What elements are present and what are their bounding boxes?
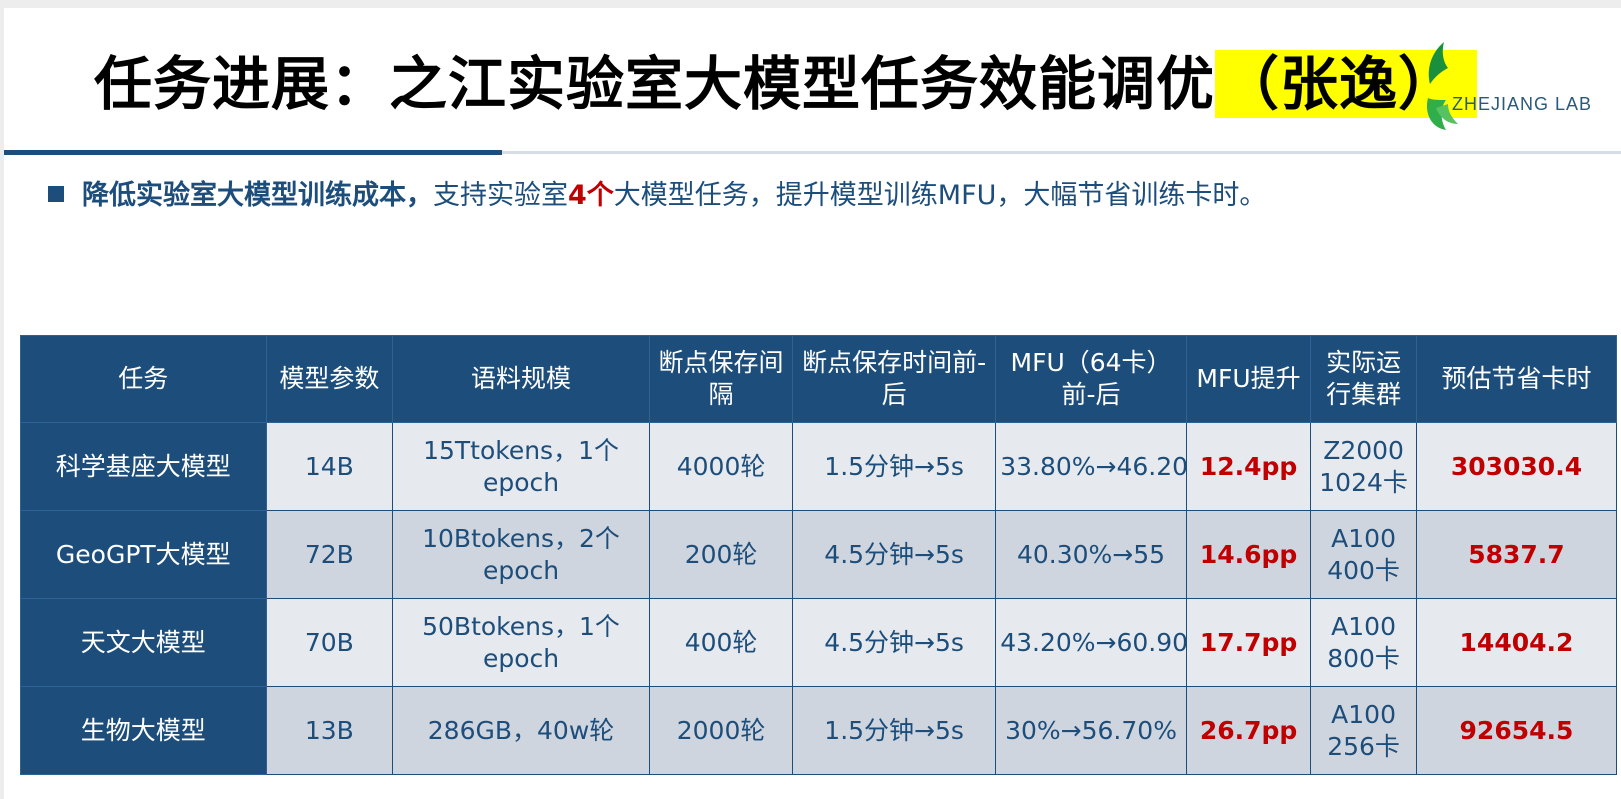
- table-row: 科学基座大模型 14B 15Ttokens，1个epoch 4000轮 1.5分…: [20, 422, 1618, 511]
- task-name-cell: 生物大模型: [20, 686, 267, 775]
- table-row: GeoGPT大模型 72B 10Btokens，2个epoch 200轮 4.5…: [20, 510, 1618, 599]
- header-mfu-gain: MFU提升: [1185, 335, 1312, 423]
- checkpoint-interval-cell: 400轮: [649, 598, 794, 687]
- checkpoint-time-cell: 4.5分钟→5s: [792, 598, 997, 687]
- bullet-text-before: 支持实验室: [433, 180, 568, 211]
- header-params: 模型参数: [265, 335, 394, 423]
- saved-hours-cell: 14404.2: [1415, 598, 1618, 687]
- checkpoint-time-cell: 1.5分钟→5s: [792, 422, 997, 511]
- corpus-cell: 15Ttokens，1个epoch: [392, 422, 651, 511]
- corpus-cell: 50Btokens，1个epoch: [392, 598, 651, 687]
- bullet-number: 4个: [568, 180, 614, 211]
- cluster-cell: A100 256卡: [1310, 686, 1417, 775]
- slide: 任务进展：之江实验室大模型任务效能调优 （张逸） ZHEJIANG LAB 降低实…: [4, 8, 1621, 799]
- cluster-cell: Z2000 1024卡: [1310, 422, 1417, 511]
- header-divider: [4, 151, 1621, 154]
- checkpoint-interval-cell: 2000轮: [649, 686, 794, 775]
- mfu-cell: 33.80%→46.20%: [995, 422, 1187, 511]
- mfu-cell: 30%→56.70%: [995, 686, 1187, 775]
- checkpoint-time-cell: 4.5分钟→5s: [792, 510, 997, 599]
- square-bullet-icon: [48, 186, 64, 202]
- header-corpus: 语料规模: [392, 335, 651, 423]
- saved-hours-cell: 92654.5: [1415, 686, 1618, 775]
- table-header-row: 任务 模型参数 语料规模 断点保存间隔 断点保存时间前-后 MFU（64卡）前-…: [20, 335, 1618, 423]
- checkpoint-time-cell: 1.5分钟→5s: [792, 686, 997, 775]
- header-mfu: MFU（64卡）前-后: [995, 335, 1187, 423]
- table-row: 天文大模型 70B 50Btokens，1个epoch 400轮 4.5分钟→5…: [20, 598, 1618, 687]
- cluster-cell: A100 400卡: [1310, 510, 1417, 599]
- title-main: 任务进展：之江实验室大模型任务效能调优: [94, 50, 1216, 118]
- bullet-bold-text: 降低实验室大模型训练成本，: [82, 180, 433, 211]
- corpus-cell: 10Btokens，2个epoch: [392, 510, 651, 599]
- checkpoint-interval-cell: 200轮: [649, 510, 794, 599]
- zhejiang-lab-logo: ZHEJIANG LAB: [1414, 32, 1614, 142]
- corpus-cell: 286GB，40w轮: [392, 686, 651, 775]
- checkpoint-interval-cell: 4000轮: [649, 422, 794, 511]
- bullet-text-after: 大模型任务，提升模型训练MFU，大幅节省训练卡时。: [613, 180, 1267, 211]
- header-cluster: 实际运行集群: [1310, 335, 1417, 423]
- header-saved-hours: 预估节省卡时: [1415, 335, 1618, 423]
- header-checkpoint-interval: 断点保存间隔: [649, 335, 794, 423]
- params-cell: 70B: [265, 598, 394, 687]
- params-cell: 13B: [265, 686, 394, 775]
- mfu-cell: 43.20%→60.90%: [995, 598, 1187, 687]
- header-checkpoint-time: 断点保存时间前-后: [792, 335, 997, 423]
- task-name-cell: 科学基座大模型: [20, 422, 267, 511]
- mfu-gain-cell: 12.4pp: [1185, 422, 1312, 511]
- header-accent-bar: [4, 150, 502, 155]
- mfu-gain-cell: 26.7pp: [1185, 686, 1312, 775]
- mfu-gain-cell: 14.6pp: [1185, 510, 1312, 599]
- mfu-gain-cell: 17.7pp: [1185, 598, 1312, 687]
- saved-hours-cell: 303030.4: [1415, 422, 1618, 511]
- params-cell: 14B: [265, 422, 394, 511]
- params-cell: 72B: [265, 510, 394, 599]
- cluster-cell: A100 800卡: [1310, 598, 1417, 687]
- saved-hours-cell: 5837.7: [1415, 510, 1618, 599]
- leaf-icon: [1426, 42, 1458, 130]
- header-task: 任务: [20, 335, 267, 423]
- task-name-cell: 天文大模型: [20, 598, 267, 687]
- mfu-cell: 40.30%→55: [995, 510, 1187, 599]
- logo-text: ZHEJIANG LAB: [1452, 94, 1593, 114]
- task-table: 任务 模型参数 语料规模 断点保存间隔 断点保存时间前-后 MFU（64卡）前-…: [20, 335, 1618, 775]
- table-row: 生物大模型 13B 286GB，40w轮 2000轮 1.5分钟→5s 30%→…: [20, 686, 1618, 775]
- summary-bullet: 降低实验室大模型训练成本，支持实验室4个大模型任务，提升模型训练MFU，大幅节省…: [48, 176, 1266, 216]
- slide-title: 任务进展：之江实验室大模型任务效能调优 （张逸）: [94, 38, 1478, 130]
- task-name-cell: GeoGPT大模型: [20, 510, 267, 599]
